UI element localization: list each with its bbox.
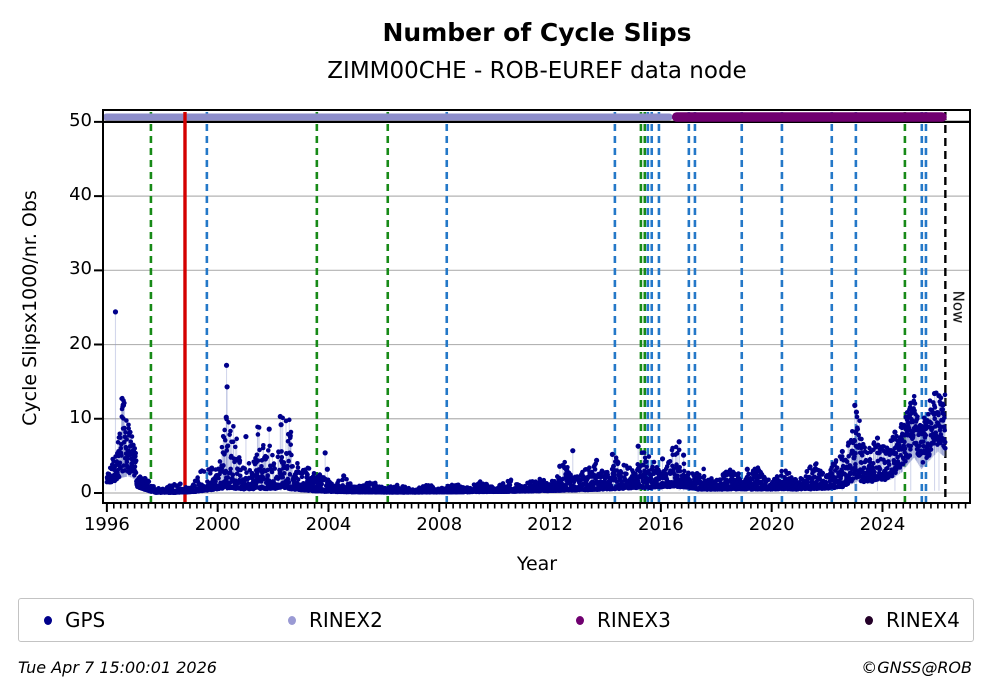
legend-item-rinex2: RINEX2 [288, 599, 383, 641]
x-tick-label: 2024 [859, 514, 906, 535]
x-tick-label: 2016 [637, 514, 684, 535]
legend-label: RINEX3 [597, 608, 671, 632]
x-tick-label: 2008 [416, 514, 463, 535]
y-tick-label: 50 [69, 109, 92, 131]
footer-timestamp: Tue Apr 7 15:00:01 2026 [18, 658, 217, 677]
legend-item-rinex4: RINEX4 [865, 599, 960, 641]
x-tick-label: 2012 [527, 514, 573, 535]
legend-item-rinex3: RINEX3 [576, 599, 671, 641]
x-tick-label: 2020 [748, 514, 795, 535]
now-line-label: Now [949, 290, 968, 324]
y-tick-label: 10 [69, 406, 92, 428]
rinex2-marker-icon [288, 615, 296, 625]
y-tick-label: 30 [69, 258, 92, 280]
rinex4-marker-icon [865, 615, 873, 625]
rinex3-marker-icon [576, 615, 584, 625]
legend-label: RINEX2 [309, 608, 383, 632]
y-tick-label: 0 [80, 480, 92, 502]
legend: GPS RINEX2 RINEX3 RINEX4 [18, 598, 974, 642]
x-axis-label: Year [516, 553, 558, 575]
y-tick-label: 20 [69, 332, 92, 354]
gps-marker-icon [44, 615, 52, 625]
legend-label: GPS [65, 608, 106, 632]
chart-title: Number of Cycle Slips [382, 18, 692, 47]
y-tick-label: 40 [69, 184, 92, 206]
footer-credit: ©GNSS@ROB [861, 658, 972, 677]
x-tick-label: 2004 [305, 514, 352, 535]
chart-subtitle: ZIMM00CHE - ROB-EUREF data node [327, 58, 747, 84]
legend-item-gps: GPS [44, 599, 105, 641]
x-tick-label: 2000 [194, 514, 241, 535]
legend-label: RINEX4 [886, 608, 960, 632]
y-axis-label: Cycle Slipsx1000/nr. Obs [19, 190, 41, 426]
x-tick-label: 1996 [83, 514, 130, 535]
